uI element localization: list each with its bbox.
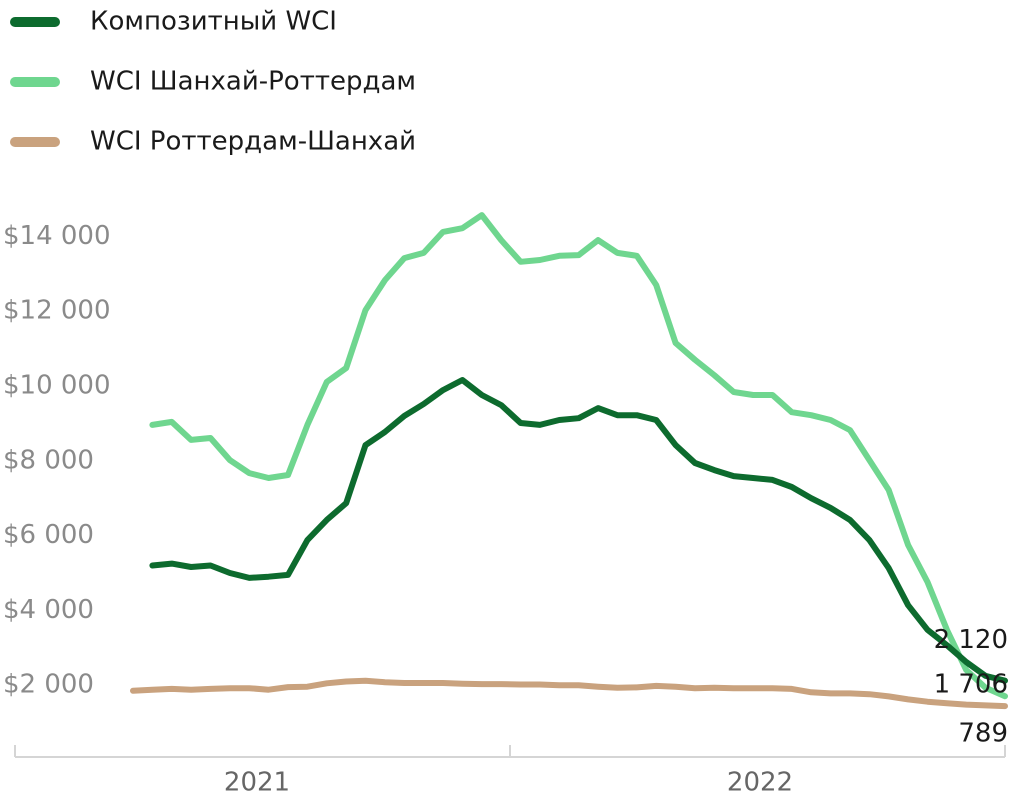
y-tick-label: $8 000 bbox=[3, 445, 94, 475]
y-tick-label: $6 000 bbox=[3, 520, 94, 550]
legend-label: WCI Шанхай-Роттердам bbox=[90, 67, 416, 97]
y-tick-label: $14 000 bbox=[3, 221, 111, 251]
end-label: 2 120 bbox=[934, 625, 1008, 655]
year-label: 2021 bbox=[224, 768, 290, 798]
y-tick-label: $4 000 bbox=[3, 595, 94, 625]
legend-label: WCI Роттердам-Шанхай bbox=[90, 127, 416, 157]
y-tick-label: $12 000 bbox=[3, 296, 111, 326]
series-line bbox=[149, 212, 1008, 700]
year-label: 2022 bbox=[727, 768, 793, 798]
end-label: 789 bbox=[958, 719, 1008, 749]
series-line bbox=[149, 377, 1008, 684]
series-line bbox=[130, 677, 1008, 710]
legend-label: Композитный WCI bbox=[90, 7, 337, 37]
y-tick-label: $2 000 bbox=[3, 670, 94, 700]
end-label: 1 706 bbox=[934, 670, 1008, 700]
y-tick-label: $10 000 bbox=[3, 371, 111, 401]
